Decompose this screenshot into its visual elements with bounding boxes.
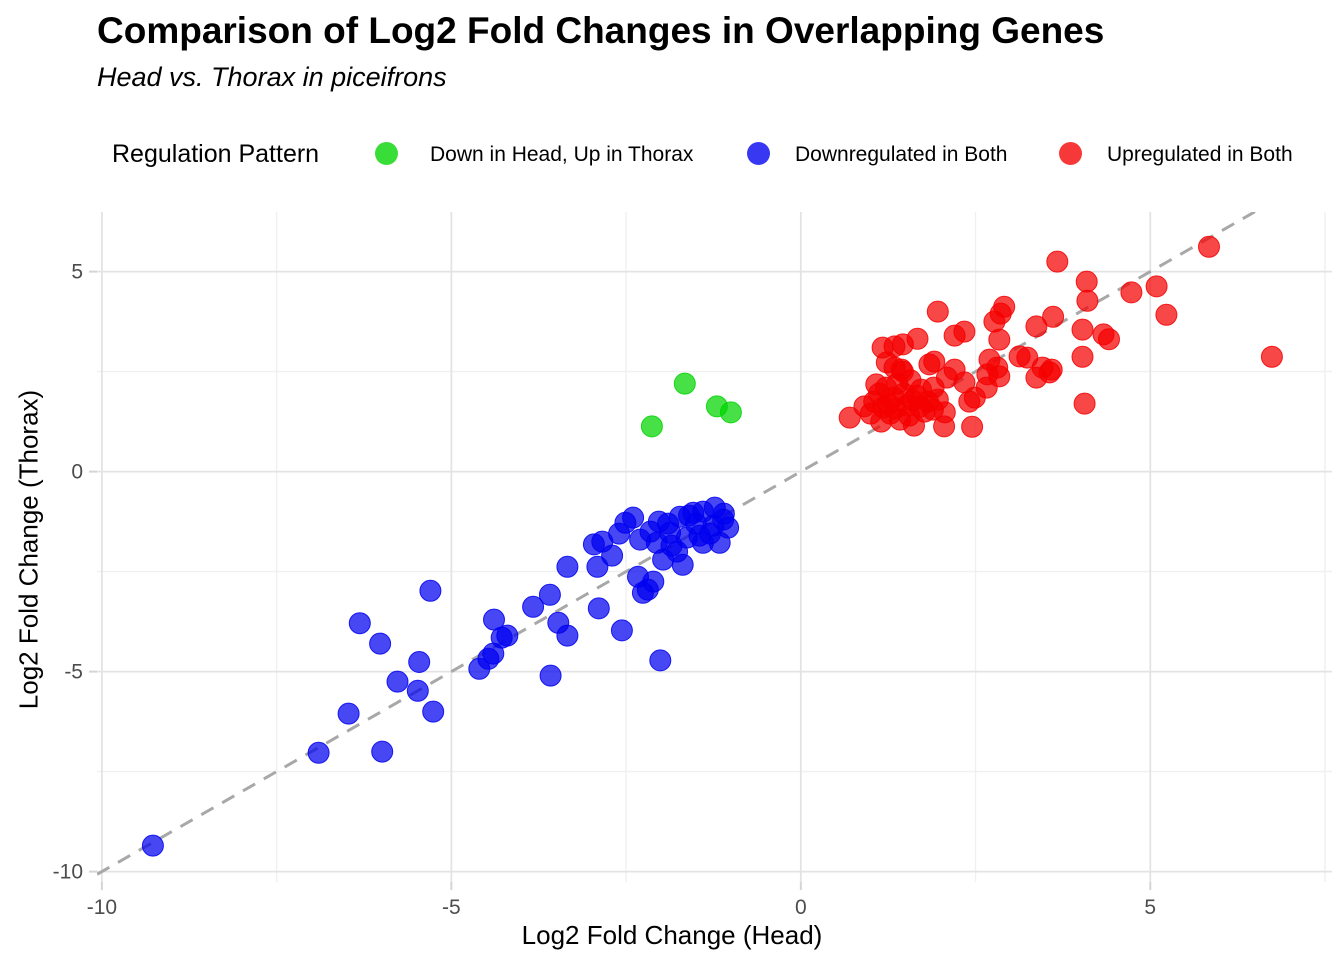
data-point [673, 372, 696, 395]
chart-title: Comparison of Log2 Fold Changes in Overl… [97, 10, 1105, 51]
data-point [539, 664, 562, 687]
data-point [1098, 328, 1120, 351]
data-point [978, 348, 1001, 371]
data-point [1120, 281, 1143, 304]
data-point [640, 415, 663, 438]
data-point [649, 649, 672, 672]
data-point [408, 651, 431, 673]
data-point [933, 415, 956, 438]
data-point [556, 624, 579, 647]
y-tick-label: -5 [64, 661, 83, 684]
data-point [639, 520, 662, 543]
data-point [348, 612, 371, 635]
data-point [1145, 275, 1168, 298]
data-point [678, 504, 700, 527]
x-tick-label: 5 [1144, 896, 1156, 919]
data-point [975, 376, 998, 399]
data-point [586, 555, 609, 578]
data-point [926, 300, 949, 323]
legend-label-down-head-up-thorax: Down in Head, Up in Thorax [430, 143, 694, 166]
x-tick-label: 0 [795, 896, 807, 919]
data-point [953, 320, 976, 343]
data-point [1075, 270, 1098, 293]
data-point [906, 327, 929, 350]
data-point [712, 502, 735, 525]
data-point [522, 595, 545, 618]
data-point [1025, 315, 1048, 338]
data-point [1071, 318, 1094, 341]
data-point [988, 328, 1011, 351]
data-point [838, 406, 861, 429]
data-point [556, 555, 579, 578]
x-tick-label: -10 [87, 896, 117, 919]
data-point [406, 679, 429, 702]
data-point [371, 740, 394, 763]
data-point [922, 376, 945, 399]
data-point [1038, 361, 1061, 384]
data-point [1198, 235, 1220, 258]
data-point [923, 350, 946, 373]
data-point [989, 302, 1012, 325]
legend-label-upregulated-both: Upregulated in Both [1107, 143, 1293, 166]
data-point [1155, 303, 1178, 326]
data-point [538, 583, 561, 606]
data-point [582, 533, 605, 556]
data-point [958, 390, 981, 413]
data-point [1073, 392, 1096, 415]
y-tick-label: -10 [53, 861, 83, 884]
data-point [1076, 289, 1099, 312]
data-point [337, 702, 360, 725]
data-point [307, 741, 330, 764]
x-tick-label: -5 [442, 896, 461, 919]
data-point [865, 373, 888, 396]
y-tick-label: 5 [71, 261, 83, 284]
data-point [369, 632, 392, 655]
data-point [719, 401, 742, 424]
data-point [901, 389, 924, 412]
data-point [496, 624, 519, 647]
data-point [610, 619, 633, 642]
legend-swatch-red-icon [1059, 142, 1082, 165]
data-point [859, 402, 882, 425]
data-point [1260, 345, 1283, 368]
data-point [422, 700, 445, 723]
data-point [141, 834, 164, 857]
data-point [671, 553, 694, 576]
legend-label-downregulated-both: Downregulated in Both [795, 143, 1008, 166]
data-point [961, 415, 984, 438]
data-point [386, 670, 409, 693]
data-point [1046, 250, 1069, 273]
data-point [1016, 346, 1039, 369]
data-point [660, 534, 683, 557]
data-point [1042, 305, 1065, 328]
data-point [419, 579, 442, 602]
legend-swatch-blue-icon [747, 142, 770, 165]
data-point [608, 522, 631, 545]
chart-subtitle: Head vs. Thorax in piceifrons [97, 62, 447, 92]
data-point [587, 597, 610, 620]
y-axis-title: Log2 Fold Change (Thorax) [13, 389, 44, 710]
y-tick-label: 0 [71, 461, 83, 484]
legend-swatch-green-icon [375, 142, 398, 165]
data-point [631, 581, 654, 604]
x-axis-title: Log2 Fold Change (Head) [521, 920, 823, 950]
legend-title: Regulation Pattern [112, 140, 320, 168]
data-point [1071, 345, 1094, 368]
data-point [601, 544, 624, 567]
